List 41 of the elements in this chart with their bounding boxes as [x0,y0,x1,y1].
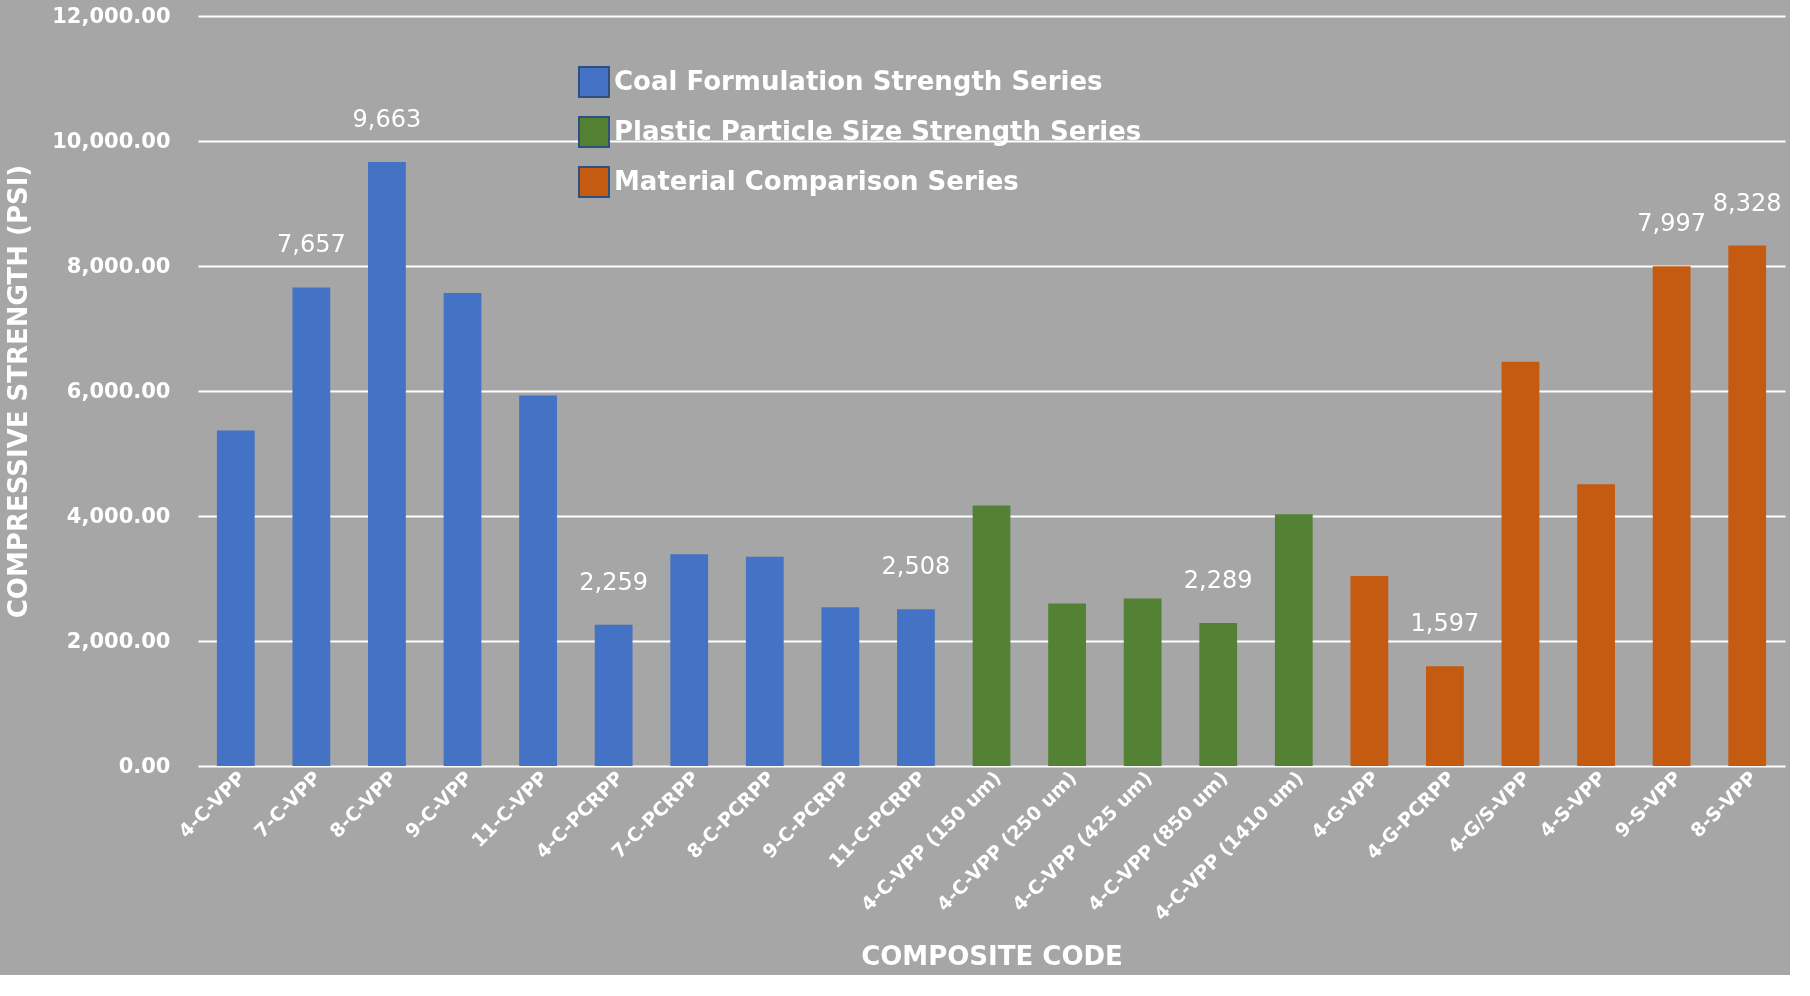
data-label: 7,997 [1637,209,1706,238]
bar [1652,266,1691,766]
bar [368,162,406,766]
bar [519,395,557,766]
y-tick-label: 6,000.00 [66,378,171,403]
y-tick-label: 0.00 [118,753,171,778]
x-axis-title: COMPOSITE CODE [861,941,1123,972]
bar [1123,598,1162,766]
bar [745,556,784,766]
bar [1199,622,1238,766]
bar [1426,666,1464,766]
bar [1274,514,1313,766]
data-label: 9,663 [352,105,422,134]
legend-label: Plastic Particle Size Strength Series [614,116,1142,146]
bar [1501,361,1540,766]
bar [972,505,1011,766]
y-tick-label: 8,000.00 [66,253,171,278]
bar [1350,576,1389,766]
data-label: 2,508 [881,552,951,581]
bar [1728,245,1767,766]
y-tick-label: 2,000.00 [66,628,171,653]
bar [594,624,633,766]
data-label: 2,259 [579,567,648,596]
data-label: 1,597 [1410,609,1480,638]
legend-label: Material Comparison Series [614,166,1019,196]
bar [216,430,255,766]
bar [443,292,482,766]
bar [897,609,935,766]
data-label: 8,328 [1712,188,1782,217]
y-tick-label: 12,000.00 [52,3,171,28]
y-tick-label: 4,000.00 [66,503,171,528]
bar [1577,484,1615,766]
legend-label: Coal Formulation Strength Series [614,66,1103,96]
bar [670,554,709,766]
data-label: 2,289 [1183,565,1253,594]
data-label: 7,657 [277,230,346,259]
y-tick-label: 10,000.00 [52,128,171,153]
bar [1048,603,1086,766]
y-axis-title: COMPRESSIVE STRENGTH (PSI) [3,164,34,619]
bar [292,287,331,766]
bar [821,607,860,766]
